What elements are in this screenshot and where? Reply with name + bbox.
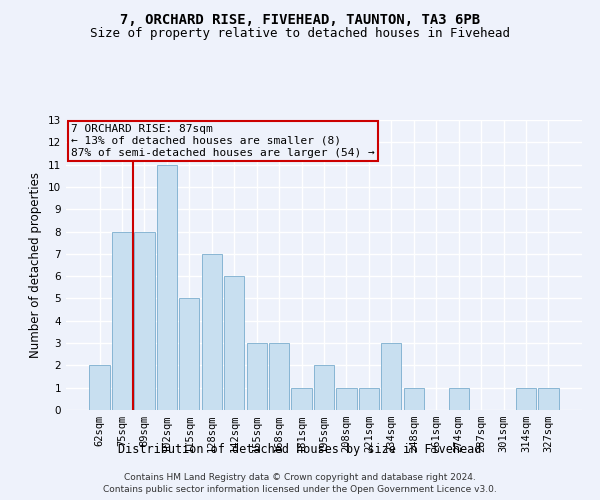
Text: Contains HM Land Registry data © Crown copyright and database right 2024.: Contains HM Land Registry data © Crown c… [124,472,476,482]
Bar [269,343,289,410]
Bar [112,232,132,410]
Bar [179,298,199,410]
Text: 7, ORCHARD RISE, FIVEHEAD, TAUNTON, TA3 6PB: 7, ORCHARD RISE, FIVEHEAD, TAUNTON, TA3 … [120,12,480,26]
Bar [134,232,155,410]
Bar [247,343,267,410]
Bar [292,388,311,410]
Bar [89,366,110,410]
Bar [449,388,469,410]
Bar [538,388,559,410]
Bar [516,388,536,410]
Text: 7 ORCHARD RISE: 87sqm
← 13% of detached houses are smaller (8)
87% of semi-detac: 7 ORCHARD RISE: 87sqm ← 13% of detached … [71,124,375,158]
Bar [381,343,401,410]
Bar [314,366,334,410]
Text: Contains public sector information licensed under the Open Government Licence v3: Contains public sector information licen… [103,485,497,494]
Y-axis label: Number of detached properties: Number of detached properties [29,172,43,358]
Bar [157,164,177,410]
Bar [224,276,244,410]
Bar [337,388,356,410]
Text: Size of property relative to detached houses in Fivehead: Size of property relative to detached ho… [90,28,510,40]
Text: Distribution of detached houses by size in Fivehead: Distribution of detached houses by size … [118,442,482,456]
Bar [202,254,222,410]
Bar [404,388,424,410]
Bar [359,388,379,410]
